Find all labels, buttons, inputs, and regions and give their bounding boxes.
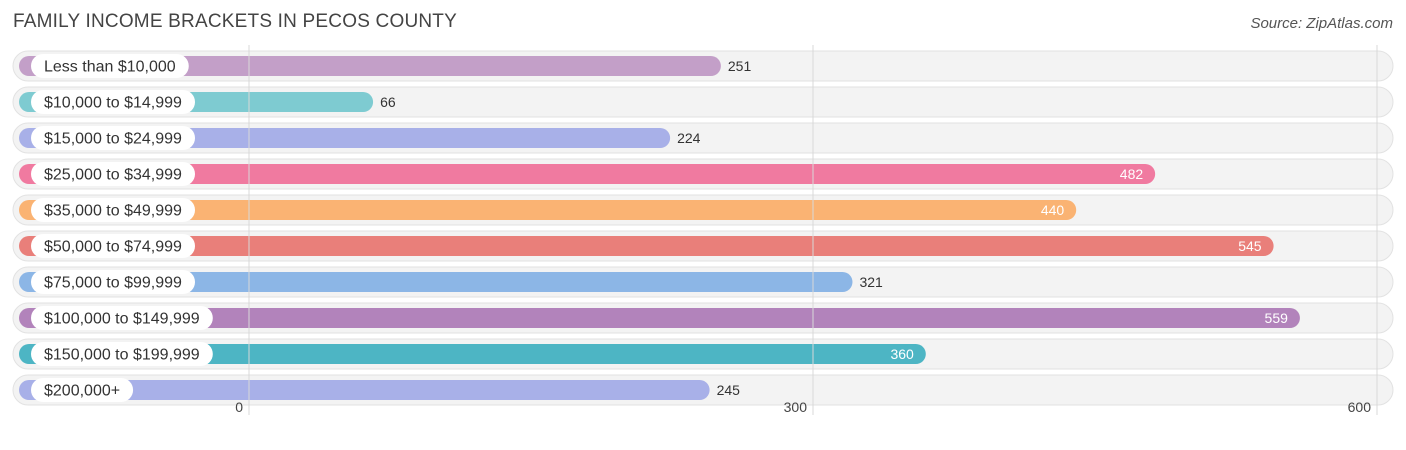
- bar: [19, 56, 721, 76]
- category-pill: [31, 54, 189, 78]
- bar-group: $10,000 to $14,999 66: [19, 90, 396, 114]
- bar-group: $15,000 to $24,999 224: [19, 126, 701, 150]
- value-label: 224: [677, 130, 701, 146]
- category-label: $35,000 to $49,999: [44, 203, 182, 220]
- category-pill: [31, 342, 213, 366]
- bar-group: $35,000 to $49,999 440: [19, 198, 1077, 222]
- category-pill: [31, 90, 196, 114]
- bar-rows: Less than $10,000 251 $10,000 to $14,999 66…: [12, 50, 1394, 406]
- value-label: 245: [717, 382, 741, 398]
- x-tick-label: 0: [235, 399, 243, 415]
- bar-group: $150,000 to $199,999 360: [19, 342, 926, 366]
- bar: [19, 200, 1077, 220]
- category-pill: [31, 270, 196, 294]
- value-label: 360: [890, 346, 914, 362]
- category-label: $10,000 to $14,999: [44, 95, 182, 112]
- source-label: Source: ZipAtlas.com: [1250, 15, 1393, 32]
- bar-group: $25,000 to $34,999 482: [19, 162, 1156, 186]
- category-pill: [31, 162, 196, 186]
- x-axis-ticks: 0 300 600: [235, 399, 1371, 415]
- grid-lines: [248, 45, 1378, 415]
- bar-group: Less than $10,000 251: [19, 54, 751, 78]
- value-label: 321: [859, 274, 883, 290]
- category-label: $150,000 to $199,999: [44, 347, 200, 364]
- bar: [19, 380, 710, 400]
- category-label: $200,000+: [44, 383, 120, 400]
- bar-group: $100,000 to $149,999 559: [19, 306, 1300, 330]
- bar: [19, 344, 926, 364]
- value-label: 251: [728, 58, 752, 74]
- value-label: 482: [1120, 166, 1144, 182]
- value-label: 66: [380, 94, 396, 110]
- category-label: $100,000 to $149,999: [44, 311, 200, 328]
- category-pill: [31, 306, 213, 330]
- chart-title: FAMILY INCOME BRACKETS IN PECOS COUNTY: [13, 11, 457, 32]
- value-label: 545: [1238, 238, 1262, 254]
- x-tick-label: 600: [1348, 399, 1372, 415]
- category-label: $75,000 to $99,999: [44, 275, 182, 292]
- category-pill: [31, 126, 196, 150]
- bar: [19, 164, 1156, 184]
- bar-group: $50,000 to $74,999 545: [19, 234, 1274, 258]
- category-label: $25,000 to $34,999: [44, 167, 182, 184]
- bar: [19, 308, 1300, 328]
- bar: [19, 236, 1274, 256]
- category-pill: [31, 378, 134, 402]
- x-tick-label: 300: [784, 399, 808, 415]
- category-label: Less than $10,000: [44, 59, 176, 76]
- value-label: 440: [1041, 202, 1065, 218]
- bar: [19, 272, 853, 292]
- category-label: $15,000 to $24,999: [44, 131, 182, 148]
- category-label: $50,000 to $74,999: [44, 239, 182, 256]
- bar-group: $200,000+ 245: [19, 378, 740, 402]
- value-label: 559: [1265, 310, 1289, 326]
- category-pill: [31, 198, 196, 222]
- category-pill: [31, 234, 196, 258]
- bar-group: $75,000 to $99,999 321: [19, 270, 883, 294]
